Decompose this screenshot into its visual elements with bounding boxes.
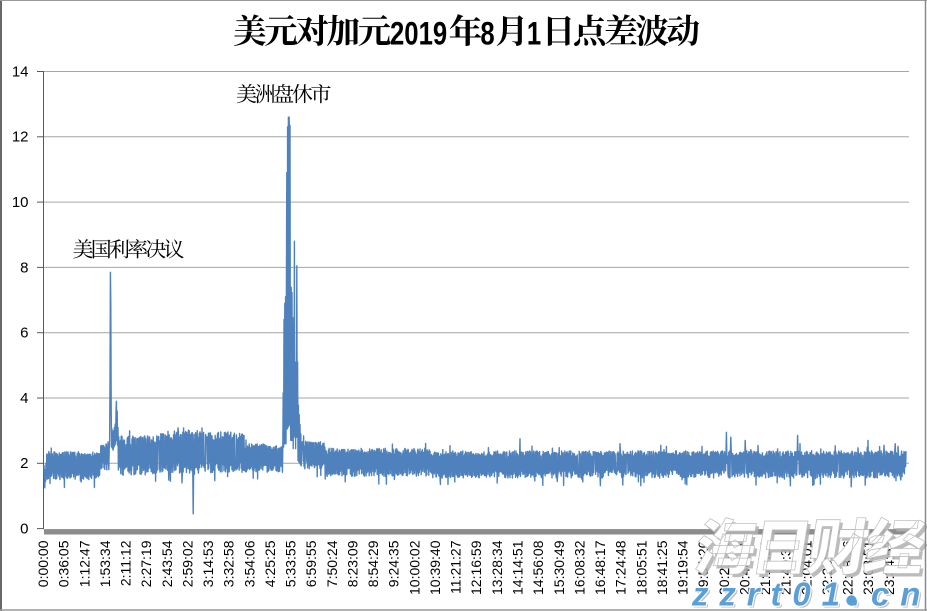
svg-text:12: 12 <box>12 129 29 146</box>
svg-text:4: 4 <box>20 390 28 407</box>
svg-text:0: 0 <box>20 521 28 538</box>
svg-text:8:54:29: 8:54:29 <box>365 540 381 587</box>
svg-text:2:43:54: 2:43:54 <box>159 540 175 587</box>
svg-text:1: 1 <box>527 16 541 52</box>
svg-text:19:19:54: 19:19:54 <box>675 540 691 595</box>
svg-text:8: 8 <box>480 16 494 52</box>
svg-text:3:54:06: 3:54:06 <box>241 540 257 587</box>
svg-text:10: 10 <box>12 194 29 211</box>
svg-text:14:14:51: 14:14:51 <box>510 540 526 595</box>
svg-text:4:25:25: 4:25:25 <box>262 540 278 587</box>
svg-text:18:41:25: 18:41:25 <box>654 540 670 595</box>
svg-text:2:11:12: 2:11:12 <box>118 540 134 586</box>
svg-text:6: 6 <box>20 325 28 342</box>
svg-text:0:00:00: 0:00:00 <box>35 540 51 587</box>
svg-text:15:30:49: 15:30:49 <box>551 540 567 595</box>
svg-text:8:23:09: 8:23:09 <box>344 540 360 587</box>
svg-text:13:28:34: 13:28:34 <box>489 540 505 595</box>
svg-text:2:27:19: 2:27:19 <box>138 540 154 587</box>
svg-text:16:48:17: 16:48:17 <box>592 540 608 595</box>
svg-text:1:12:47: 1:12:47 <box>76 540 92 587</box>
svg-text:10:39:40: 10:39:40 <box>427 540 443 595</box>
svg-text:2:59:02: 2:59:02 <box>179 540 195 587</box>
svg-text:14: 14 <box>12 63 29 80</box>
svg-text:8: 8 <box>20 259 28 276</box>
svg-text:3:32:58: 3:32:58 <box>221 540 237 587</box>
svg-text:zzrt01.cn: zzrt01.cn <box>691 576 927 611</box>
svg-text:2: 2 <box>20 455 28 472</box>
svg-text:6:59:55: 6:59:55 <box>303 540 319 587</box>
svg-text:zzrt01.cn: zzrt01.cn <box>693 578 927 611</box>
svg-text:1:53:34: 1:53:34 <box>97 540 113 587</box>
svg-text:16:08:32: 16:08:32 <box>571 540 587 595</box>
svg-text:10:00:02: 10:00:02 <box>406 540 422 595</box>
svg-text:2019: 2019 <box>390 16 447 52</box>
svg-text:17:24:48: 17:24:48 <box>613 540 629 595</box>
svg-text:3:14:53: 3:14:53 <box>200 540 216 587</box>
svg-text:7:50:24: 7:50:24 <box>324 540 340 587</box>
svg-text:11:21:27: 11:21:27 <box>448 540 464 594</box>
svg-text:12:16:59: 12:16:59 <box>468 540 484 595</box>
svg-text:5:33:55: 5:33:55 <box>283 540 299 587</box>
svg-text:14:56:08: 14:56:08 <box>530 540 546 595</box>
svg-text:18:05:51: 18:05:51 <box>633 540 649 595</box>
svg-text:0:36:05: 0:36:05 <box>56 540 72 587</box>
svg-text:9:24:35: 9:24:35 <box>386 540 402 587</box>
